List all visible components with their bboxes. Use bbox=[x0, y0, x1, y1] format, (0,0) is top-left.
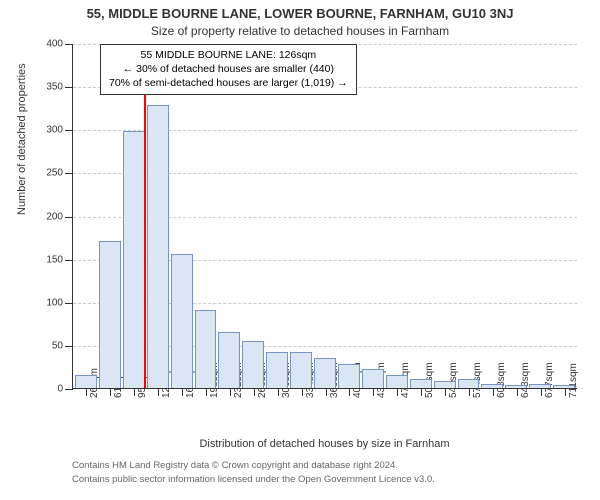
ytick-label: 250 bbox=[46, 168, 63, 179]
bar-inner bbox=[266, 352, 288, 388]
xtick bbox=[445, 388, 446, 396]
bar-inner bbox=[410, 379, 432, 388]
annotation-line3: 70% of semi-detached houses are larger (… bbox=[109, 76, 348, 90]
bar-inner bbox=[123, 131, 145, 388]
bar bbox=[434, 381, 456, 388]
bar bbox=[362, 369, 384, 388]
chart-container: 55, MIDDLE BOURNE LANE, LOWER BOURNE, FA… bbox=[0, 0, 600, 500]
bar bbox=[218, 332, 240, 388]
ytick bbox=[65, 217, 73, 218]
plot-area: 05010015020025030035040026sqm61sqm95sqm1… bbox=[72, 44, 577, 389]
ytick-label: 300 bbox=[46, 125, 63, 136]
bar bbox=[266, 352, 288, 388]
bar bbox=[481, 384, 503, 388]
xtick bbox=[254, 388, 255, 396]
ytick bbox=[65, 303, 73, 304]
xtick bbox=[349, 388, 350, 396]
xtick bbox=[326, 388, 327, 396]
bar-inner bbox=[505, 385, 527, 388]
bar bbox=[529, 384, 551, 388]
xtick bbox=[565, 388, 566, 396]
xtick bbox=[182, 388, 183, 396]
xtick bbox=[421, 388, 422, 396]
bar-inner bbox=[434, 381, 456, 388]
bars-group bbox=[73, 44, 577, 388]
bar-inner bbox=[171, 254, 193, 388]
bar bbox=[147, 105, 169, 388]
bar-inner bbox=[218, 332, 240, 388]
x-axis-label: Distribution of detached houses by size … bbox=[72, 438, 577, 450]
bar-inner bbox=[99, 241, 121, 388]
bar-inner bbox=[314, 358, 336, 388]
footer-line1: Contains HM Land Registry data © Crown c… bbox=[72, 460, 398, 471]
ytick-label: 50 bbox=[52, 340, 63, 351]
ytick bbox=[65, 173, 73, 174]
bar-inner bbox=[195, 310, 217, 388]
ytick-label: 150 bbox=[46, 254, 63, 265]
bar bbox=[410, 379, 432, 388]
bar-inner bbox=[529, 384, 551, 388]
bar-inner bbox=[290, 352, 312, 388]
bar-inner bbox=[75, 375, 97, 388]
ytick bbox=[65, 389, 73, 390]
xtick bbox=[517, 388, 518, 396]
xtick bbox=[230, 388, 231, 396]
bar bbox=[99, 241, 121, 388]
ytick-label: 200 bbox=[46, 211, 63, 222]
xtick bbox=[493, 388, 494, 396]
bar-inner bbox=[458, 379, 480, 388]
bar bbox=[505, 385, 527, 388]
xtick bbox=[541, 388, 542, 396]
bar bbox=[290, 352, 312, 388]
bar bbox=[553, 385, 575, 388]
bar-inner bbox=[338, 364, 360, 388]
ytick-label: 400 bbox=[46, 39, 63, 50]
annotation-line2: ← 30% of detached houses are smaller (44… bbox=[109, 62, 348, 76]
ytick bbox=[65, 130, 73, 131]
title-sub: Size of property relative to detached ho… bbox=[0, 24, 600, 38]
bar-inner bbox=[481, 384, 503, 388]
marker-line bbox=[144, 44, 146, 388]
ytick-label: 350 bbox=[46, 82, 63, 93]
bar bbox=[123, 131, 145, 388]
title-main: 55, MIDDLE BOURNE LANE, LOWER BOURNE, FA… bbox=[0, 6, 600, 21]
bar bbox=[195, 310, 217, 388]
ytick bbox=[65, 346, 73, 347]
bar-inner bbox=[147, 105, 169, 388]
y-axis-label: Number of detached properties bbox=[16, 63, 28, 215]
annotation-line1: 55 MIDDLE BOURNE LANE: 126sqm bbox=[109, 48, 348, 62]
bar bbox=[242, 341, 264, 388]
xtick bbox=[397, 388, 398, 396]
ytick-label: 100 bbox=[46, 297, 63, 308]
xtick bbox=[134, 388, 135, 396]
bar-inner bbox=[553, 385, 575, 388]
xtick bbox=[158, 388, 159, 396]
xtick bbox=[373, 388, 374, 396]
bar bbox=[386, 375, 408, 388]
ytick-label: 0 bbox=[57, 384, 63, 395]
xtick bbox=[278, 388, 279, 396]
annotation-box: 55 MIDDLE BOURNE LANE: 126sqm ← 30% of d… bbox=[100, 44, 357, 95]
footer-line2: Contains public sector information licen… bbox=[72, 474, 435, 485]
ytick bbox=[65, 87, 73, 88]
bar-inner bbox=[362, 369, 384, 388]
bar bbox=[75, 375, 97, 388]
xtick bbox=[206, 388, 207, 396]
xtick bbox=[302, 388, 303, 396]
bar bbox=[458, 379, 480, 388]
xtick bbox=[86, 388, 87, 396]
bar bbox=[314, 358, 336, 388]
bar bbox=[171, 254, 193, 388]
bar-inner bbox=[242, 341, 264, 388]
xtick bbox=[469, 388, 470, 396]
bar bbox=[338, 364, 360, 388]
ytick bbox=[65, 44, 73, 45]
ytick bbox=[65, 260, 73, 261]
xtick bbox=[110, 388, 111, 396]
bar-inner bbox=[386, 375, 408, 388]
